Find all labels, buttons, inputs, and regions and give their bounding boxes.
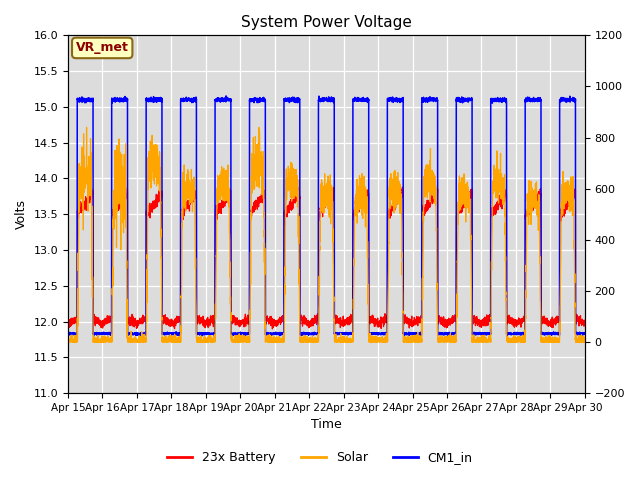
CM1_in (442, 331, 450, 337)
23x Battery (157, 192, 164, 198)
23x Battery (580, 319, 588, 325)
Solar (442, 339, 450, 345)
Line: 23x Battery: 23x Battery (68, 187, 585, 329)
CM1_in (197, 333, 205, 338)
Solar (472, 336, 479, 342)
Solar (157, 255, 165, 261)
X-axis label: Time: Time (311, 419, 342, 432)
Solar (581, 339, 589, 345)
23x Battery (413, 318, 421, 324)
23x Battery (442, 320, 450, 325)
Title: System Power Voltage: System Power Voltage (241, 15, 412, 30)
CM1_in (307, 332, 315, 337)
Text: VR_met: VR_met (76, 41, 129, 54)
CM1_in (581, 330, 589, 336)
CM1_in (157, 96, 164, 102)
Solar (580, 339, 588, 345)
23x Battery (64, 322, 72, 327)
Line: Solar: Solar (68, 127, 585, 342)
CM1_in (64, 331, 72, 336)
Solar (65, 339, 72, 345)
23x Battery (399, 184, 406, 190)
Solar (64, 334, 72, 339)
CM1_in (472, 331, 479, 337)
Legend: 23x Battery, Solar, CM1_in: 23x Battery, Solar, CM1_in (163, 446, 477, 469)
23x Battery (307, 324, 315, 329)
Y-axis label: Volts: Volts (15, 199, 28, 229)
23x Battery (581, 320, 589, 325)
Solar (413, 337, 421, 343)
Solar (83, 124, 90, 130)
23x Battery (269, 326, 276, 332)
23x Battery (472, 323, 479, 328)
Solar (307, 335, 315, 341)
Line: CM1_in: CM1_in (68, 96, 585, 336)
CM1_in (413, 332, 421, 337)
CM1_in (580, 331, 588, 337)
CM1_in (222, 93, 230, 99)
